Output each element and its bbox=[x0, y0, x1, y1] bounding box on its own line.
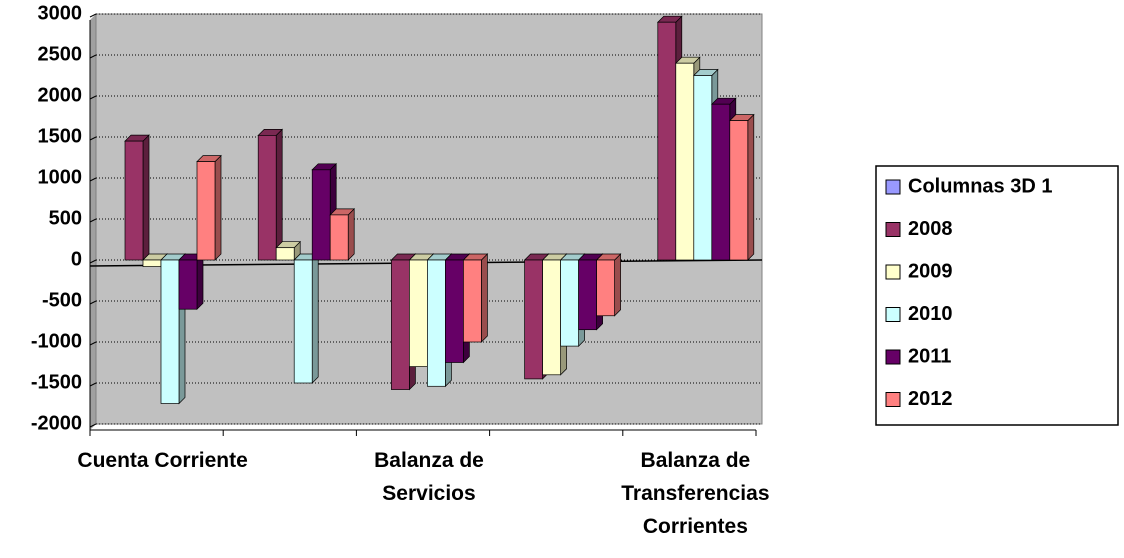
y-tick-label: 2000 bbox=[38, 84, 83, 106]
bar bbox=[311, 169, 331, 261]
bar-side bbox=[614, 253, 621, 317]
y-tick-label: -1000 bbox=[31, 330, 82, 352]
bar bbox=[729, 120, 749, 261]
y-tick bbox=[89, 259, 97, 264]
x-tick-label: Balanza de Transferencias Corrientes bbox=[621, 449, 770, 538]
bar bbox=[293, 259, 313, 384]
legend-label: Columnas 3D 1 bbox=[908, 175, 1052, 197]
y-tick bbox=[89, 382, 97, 387]
bar bbox=[542, 259, 561, 376]
y-tick-label: -2000 bbox=[31, 412, 82, 434]
bar-side bbox=[311, 253, 319, 384]
legend-swatch bbox=[885, 222, 901, 237]
bar bbox=[596, 259, 615, 317]
y-tick bbox=[89, 177, 97, 182]
bar bbox=[160, 259, 180, 404]
legend-swatch bbox=[885, 307, 901, 322]
side-wall bbox=[90, 14, 96, 430]
legend-label: 2008 bbox=[908, 218, 953, 240]
bar bbox=[329, 214, 349, 261]
legend-label: 2011 bbox=[908, 345, 951, 367]
legend-box bbox=[875, 165, 1119, 426]
bar-side bbox=[747, 113, 755, 261]
bar bbox=[675, 62, 695, 261]
y-tick bbox=[89, 423, 97, 428]
y-tick bbox=[89, 218, 97, 223]
y-tick bbox=[89, 54, 97, 59]
bar bbox=[257, 135, 277, 261]
bar bbox=[391, 259, 410, 390]
legend-label: 2012 bbox=[908, 388, 953, 410]
bar bbox=[463, 259, 482, 343]
x-tick-label: Cuenta Corriente bbox=[77, 449, 248, 472]
bar bbox=[124, 140, 144, 261]
bar-side bbox=[275, 128, 283, 261]
bar bbox=[196, 161, 216, 261]
bar-side bbox=[481, 253, 488, 343]
y-tick bbox=[89, 300, 97, 305]
bar bbox=[409, 259, 428, 367]
bar bbox=[524, 259, 543, 380]
y-tick bbox=[89, 136, 97, 141]
y-tick bbox=[89, 13, 97, 18]
legend-swatch bbox=[885, 392, 901, 407]
legend-label: 2009 bbox=[908, 260, 953, 282]
legend-swatch bbox=[885, 179, 901, 195]
y-tick-label: 3000 bbox=[38, 2, 83, 24]
y-tick-label: 1500 bbox=[38, 125, 83, 147]
legend-swatch bbox=[885, 264, 901, 280]
y-tick-label: -1500 bbox=[31, 371, 82, 393]
bar bbox=[578, 259, 597, 331]
y-tick-label: 2500 bbox=[38, 43, 83, 65]
y-tick-label: 0 bbox=[71, 248, 82, 270]
bar bbox=[427, 259, 446, 387]
bar bbox=[657, 21, 677, 261]
y-tick bbox=[89, 95, 97, 100]
bar bbox=[142, 259, 162, 267]
bar-side bbox=[142, 134, 150, 261]
legend-swatch bbox=[885, 349, 901, 365]
y-tick-label: 500 bbox=[49, 207, 82, 229]
legend-label: 2010 bbox=[908, 303, 953, 325]
bar bbox=[445, 259, 464, 363]
bar bbox=[560, 259, 579, 347]
bar bbox=[178, 259, 198, 310]
bar bbox=[275, 247, 295, 261]
x-tick-label: Balanza de Servicios bbox=[374, 449, 484, 505]
y-tick-label: 1000 bbox=[38, 166, 83, 188]
bar-side bbox=[214, 154, 222, 261]
bar bbox=[693, 75, 713, 261]
bar-side bbox=[347, 208, 355, 261]
bar-side bbox=[196, 253, 204, 311]
bar bbox=[711, 103, 731, 261]
y-tick bbox=[89, 341, 97, 346]
y-tick-label: -500 bbox=[42, 289, 82, 311]
